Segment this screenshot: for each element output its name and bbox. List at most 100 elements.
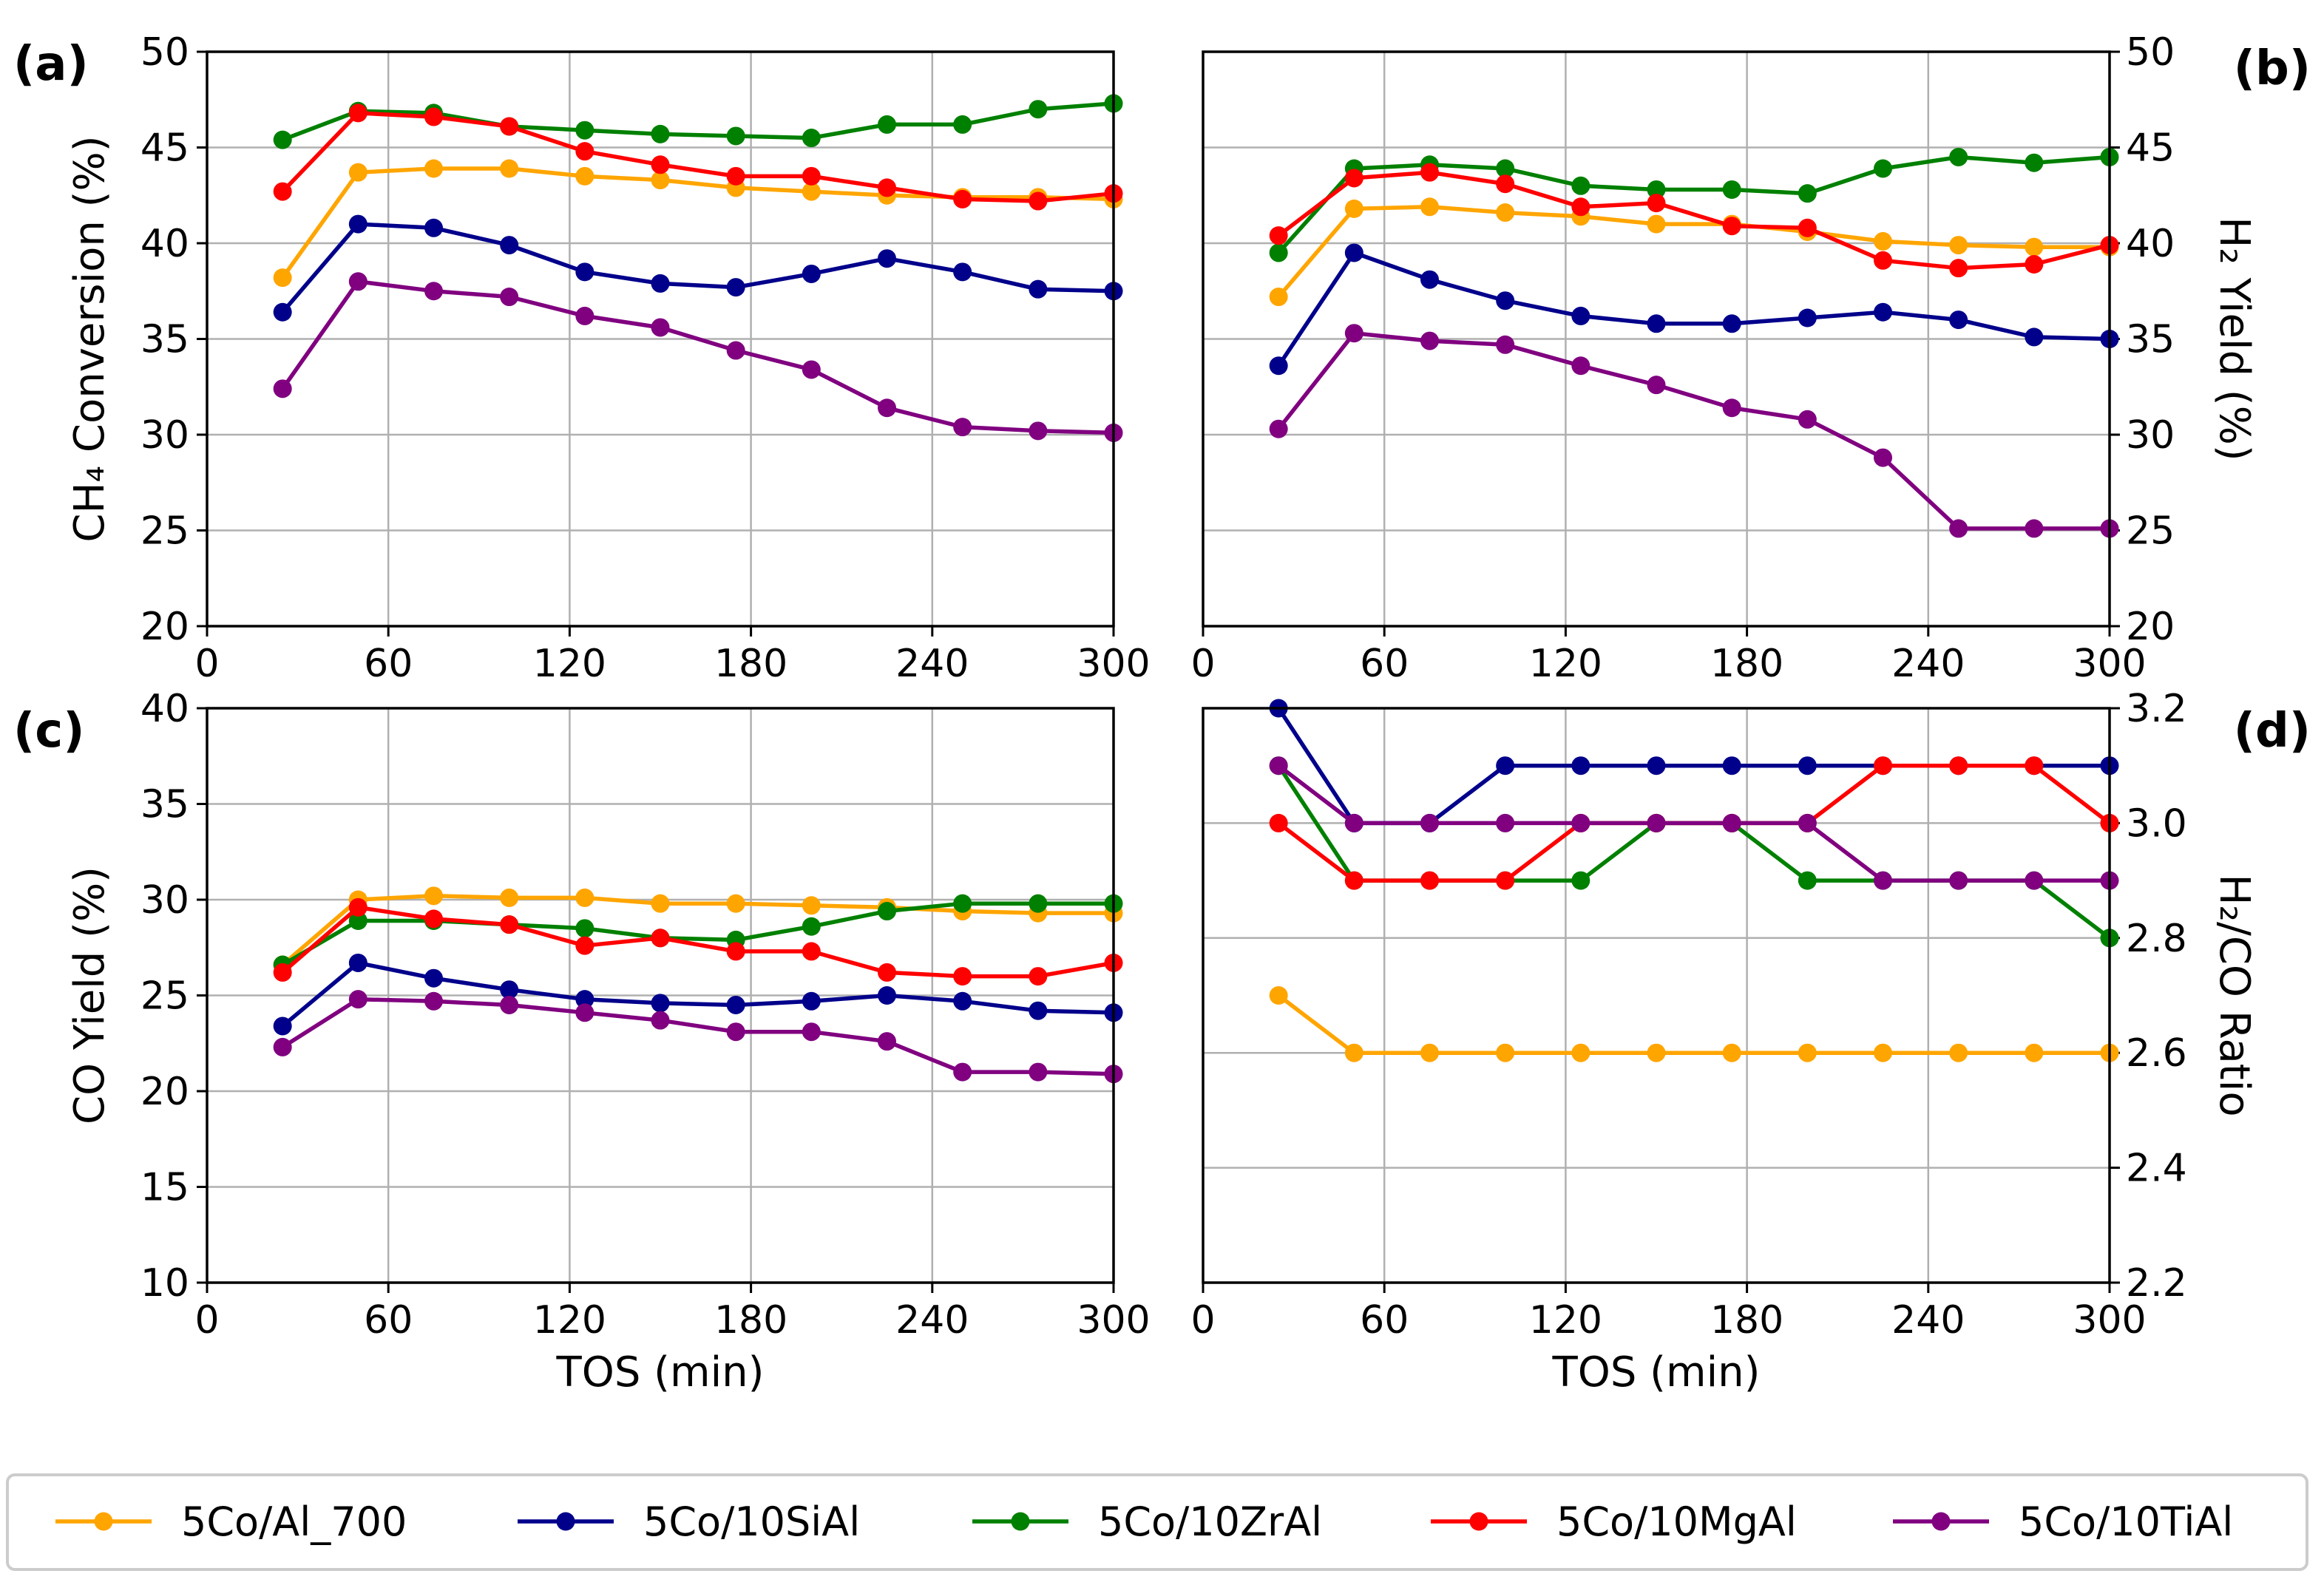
data-point bbox=[500, 915, 519, 934]
y-tick-label: 3.0 bbox=[2126, 801, 2187, 846]
y-tick-label: 50 bbox=[140, 30, 189, 75]
y-axis-label: CH₄ Conversion (%) bbox=[66, 135, 114, 542]
data-point bbox=[575, 1003, 594, 1022]
data-point bbox=[424, 968, 443, 988]
legend-entry: 5Co/10MgAl bbox=[1431, 1499, 1797, 1545]
data-point bbox=[1647, 376, 1666, 395]
data-point bbox=[424, 159, 443, 178]
data-point bbox=[1269, 226, 1288, 245]
x-tick-label: 180 bbox=[1710, 1298, 1783, 1343]
data-point bbox=[1029, 967, 1048, 986]
data-point bbox=[1571, 356, 1590, 376]
legend-frame bbox=[6, 1473, 2308, 1571]
data-point bbox=[500, 980, 519, 999]
panel-letter: (b) bbox=[2234, 41, 2311, 96]
data-point bbox=[348, 990, 367, 1009]
data-point bbox=[1647, 214, 1666, 234]
data-point bbox=[878, 249, 896, 268]
x-axis-label: TOS (min) bbox=[556, 1348, 765, 1396]
legend-label: 5Co/10SiAl bbox=[643, 1499, 860, 1545]
series-line bbox=[281, 960, 1114, 1028]
data-point bbox=[726, 126, 745, 146]
data-point bbox=[424, 991, 443, 1011]
data-point bbox=[1949, 259, 1968, 278]
data-point bbox=[802, 896, 821, 915]
data-point bbox=[1647, 813, 1666, 832]
x-tick-label: 120 bbox=[533, 642, 606, 686]
y-axis-ticks: 20 25 30 35 40 45 50 bbox=[140, 30, 207, 649]
data-point bbox=[1722, 1043, 1741, 1062]
data-point bbox=[348, 953, 367, 972]
data-point bbox=[1874, 448, 1892, 467]
data-point bbox=[1496, 159, 1515, 178]
data-point bbox=[273, 379, 292, 398]
series-line bbox=[1277, 764, 2110, 883]
data-point bbox=[1344, 169, 1363, 188]
series-line bbox=[281, 905, 1114, 979]
legend-marker bbox=[1011, 1512, 1030, 1531]
series-line bbox=[281, 894, 1114, 967]
data-point bbox=[348, 214, 367, 234]
data-point bbox=[1496, 1043, 1515, 1062]
data-point bbox=[1496, 871, 1515, 890]
data-point bbox=[953, 418, 972, 437]
data-point bbox=[1269, 356, 1288, 376]
y-tick-label: 40 bbox=[140, 222, 189, 266]
x-tick-label: 120 bbox=[533, 1298, 606, 1343]
data-point bbox=[1647, 1043, 1666, 1062]
x-tick-label: 120 bbox=[1529, 642, 1602, 686]
data-point bbox=[1798, 410, 1817, 429]
data-point bbox=[953, 1062, 972, 1082]
y-tick-label: 20 bbox=[140, 1070, 189, 1114]
data-point bbox=[651, 171, 670, 190]
data-point bbox=[1420, 813, 1439, 832]
data-point bbox=[1496, 756, 1515, 775]
data-point bbox=[1496, 813, 1515, 832]
data-point bbox=[1798, 813, 1817, 832]
data-point bbox=[1344, 243, 1363, 262]
data-point bbox=[1029, 1001, 1048, 1020]
y-tick-label: 35 bbox=[140, 318, 189, 362]
data-point bbox=[2025, 254, 2044, 274]
series-line bbox=[280, 279, 1114, 435]
x-tick-label: 300 bbox=[2073, 642, 2146, 686]
data-point bbox=[273, 130, 292, 149]
data-point bbox=[1029, 1062, 1048, 1082]
data-point bbox=[1647, 194, 1666, 213]
data-point bbox=[273, 302, 292, 322]
data-point bbox=[1029, 894, 1048, 913]
data-point bbox=[802, 942, 821, 961]
y-tick-label: 30 bbox=[140, 413, 189, 458]
data-point bbox=[953, 894, 972, 913]
x-tick-label: 180 bbox=[1710, 642, 1783, 686]
y-axis-label: H₂ Yield (%) bbox=[2210, 217, 2258, 461]
data-point bbox=[1798, 756, 1817, 775]
series-line bbox=[281, 111, 1114, 203]
data-point bbox=[273, 1016, 292, 1036]
x-tick-label: 0 bbox=[194, 642, 219, 686]
data-point bbox=[1949, 519, 1968, 538]
series-5co-10zral bbox=[273, 94, 1123, 149]
data-point bbox=[726, 341, 745, 360]
y-tick-label: 2.2 bbox=[2126, 1261, 2187, 1306]
data-point bbox=[575, 936, 594, 955]
x-tick-label: 240 bbox=[895, 1298, 969, 1343]
data-point bbox=[1647, 180, 1666, 199]
data-point bbox=[1722, 398, 1741, 418]
series-5co-al-700 bbox=[1269, 986, 2119, 1062]
data-point bbox=[802, 182, 821, 201]
x-tick-label: 300 bbox=[1077, 642, 1150, 686]
x-axis-ticks: 0 60 120 180 240 300 bbox=[1190, 626, 2147, 686]
y-axis-ticks: 20 25 30 35 40 45 50 bbox=[2110, 30, 2175, 649]
data-point bbox=[1344, 871, 1363, 890]
plot-frame bbox=[206, 707, 1115, 1284]
data-point bbox=[651, 124, 670, 143]
data-point bbox=[1798, 184, 1817, 203]
data-point bbox=[651, 155, 670, 174]
y-tick-label: 25 bbox=[140, 974, 189, 1019]
data-point bbox=[878, 902, 896, 921]
series-5co-al-700 bbox=[273, 159, 1123, 288]
y-tick-label: 50 bbox=[2126, 30, 2175, 75]
data-point bbox=[2025, 519, 2044, 538]
